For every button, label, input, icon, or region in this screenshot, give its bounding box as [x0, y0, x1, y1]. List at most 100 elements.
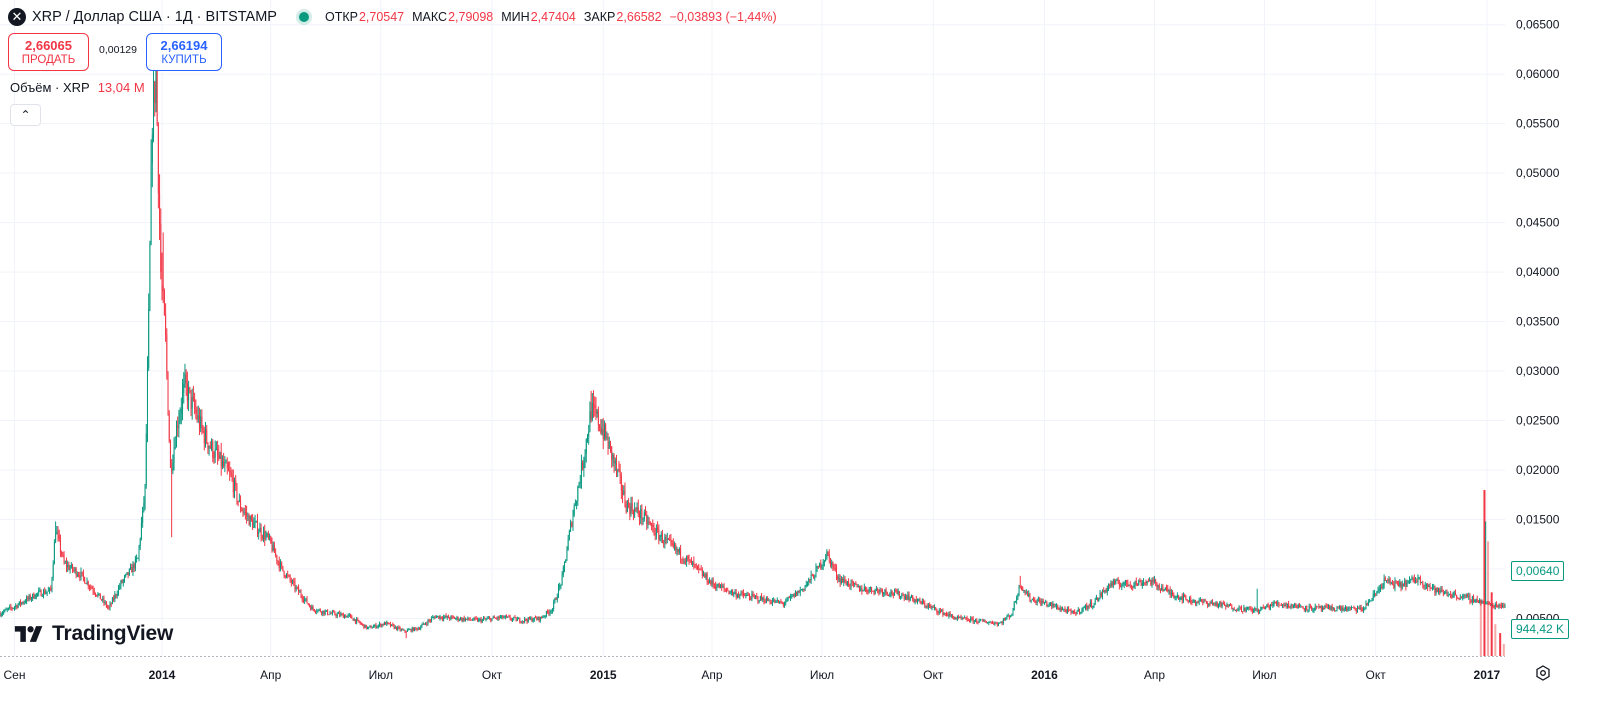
candle-body	[1340, 606, 1342, 611]
candle-body	[1169, 590, 1171, 595]
x-tick-label: Апр	[701, 668, 723, 682]
symbol-title[interactable]: XRP / Доллар США · 1Д · BITSTAMP	[32, 9, 277, 25]
sell-button[interactable]: 2,66065 ПРОДАТЬ	[8, 33, 89, 71]
candle-body	[1323, 607, 1325, 610]
candle-body	[435, 616, 437, 619]
candle-body	[655, 527, 657, 536]
buy-button[interactable]: 2,66194 КУПИТЬ	[146, 33, 222, 71]
candle-body	[364, 624, 366, 628]
candle-body	[983, 620, 985, 622]
candle-body	[68, 565, 70, 570]
candle-body	[391, 624, 393, 626]
candle-body	[247, 515, 249, 517]
candle-body	[207, 442, 209, 449]
candle-body	[399, 627, 401, 631]
candle-body	[1058, 609, 1060, 611]
candle-body	[932, 607, 934, 608]
candle-body	[497, 616, 499, 619]
candle-body	[281, 562, 283, 566]
candle-body	[139, 538, 141, 547]
candle-body	[496, 618, 498, 619]
candle-body	[115, 594, 117, 596]
xrp-logo-icon[interactable]: ✕	[8, 8, 26, 26]
candle-body	[1308, 605, 1310, 610]
candle-body	[987, 622, 989, 624]
candle-body	[1387, 580, 1389, 582]
candle-body	[43, 590, 45, 596]
candle-body	[1208, 603, 1210, 606]
candle-body	[1213, 603, 1215, 604]
tradingview-logo[interactable]: TradingView	[12, 622, 173, 646]
candle-body	[362, 623, 364, 625]
chevron-up-icon: ⌃	[20, 108, 31, 122]
candle-body	[1352, 607, 1354, 608]
candle-body	[797, 590, 799, 596]
candle-body	[130, 567, 132, 570]
candle-body	[630, 503, 632, 514]
candle-body	[814, 577, 816, 579]
candle-body	[798, 590, 800, 593]
candle-body	[98, 593, 100, 595]
candle-body	[609, 441, 611, 447]
candle-body	[642, 518, 644, 520]
candle-body	[22, 602, 24, 604]
candle-body	[611, 446, 613, 460]
candle-body	[1010, 615, 1012, 618]
candle-body	[50, 588, 52, 591]
candle-body	[822, 561, 824, 566]
market-status-icon[interactable]	[298, 12, 309, 22]
candle-body	[78, 574, 80, 576]
candle-body	[1029, 594, 1031, 601]
candle-body	[1153, 580, 1155, 582]
candle-body	[997, 623, 999, 625]
candle-body	[1458, 598, 1460, 600]
candle-body	[1158, 585, 1160, 589]
candle-body	[836, 568, 838, 577]
candle-body	[1232, 608, 1234, 610]
candle-body	[4, 609, 6, 612]
settings-gear-icon[interactable]	[1532, 662, 1554, 684]
candle-body	[422, 623, 424, 625]
candle-body	[102, 598, 104, 601]
candle-body	[950, 614, 952, 616]
candle-body	[450, 616, 452, 620]
candle-body	[383, 622, 385, 626]
candle-body	[305, 598, 307, 600]
candle-body	[1464, 594, 1466, 596]
candle-body	[959, 616, 961, 618]
candle-body	[302, 599, 304, 601]
candle-body	[1407, 581, 1409, 583]
candle-body	[476, 618, 478, 622]
candle-body	[1342, 607, 1344, 611]
candle-body	[1363, 607, 1365, 612]
candle-body	[1288, 603, 1290, 607]
candle-body	[70, 564, 72, 568]
candle-body	[310, 606, 312, 610]
candle-body	[229, 470, 231, 473]
candle-body	[1404, 580, 1406, 585]
candle-body	[363, 624, 365, 628]
collapse-legend-button[interactable]: ⌃	[10, 104, 41, 126]
candle-body	[1381, 587, 1383, 588]
gear-icon	[1536, 665, 1550, 681]
candle-body	[817, 566, 819, 568]
candle-body	[931, 607, 933, 608]
candle-body	[143, 502, 145, 508]
candle-body	[1346, 606, 1348, 611]
candle-body	[324, 611, 326, 614]
candle-body	[1151, 579, 1153, 585]
candle-body	[38, 590, 40, 594]
candle-body	[1192, 601, 1194, 603]
volume-legend[interactable]: Объём · XRP 13,04 M	[10, 80, 145, 95]
candle-body	[1179, 597, 1181, 600]
candle-body	[1268, 606, 1270, 609]
candle-body	[480, 618, 482, 622]
candle-body	[849, 585, 851, 587]
candle-body	[1309, 605, 1311, 607]
candle-body	[149, 244, 151, 309]
candle-body	[1475, 598, 1477, 601]
candle-body	[1462, 595, 1464, 598]
candle-body	[1350, 607, 1352, 608]
candle-body	[1411, 577, 1413, 580]
